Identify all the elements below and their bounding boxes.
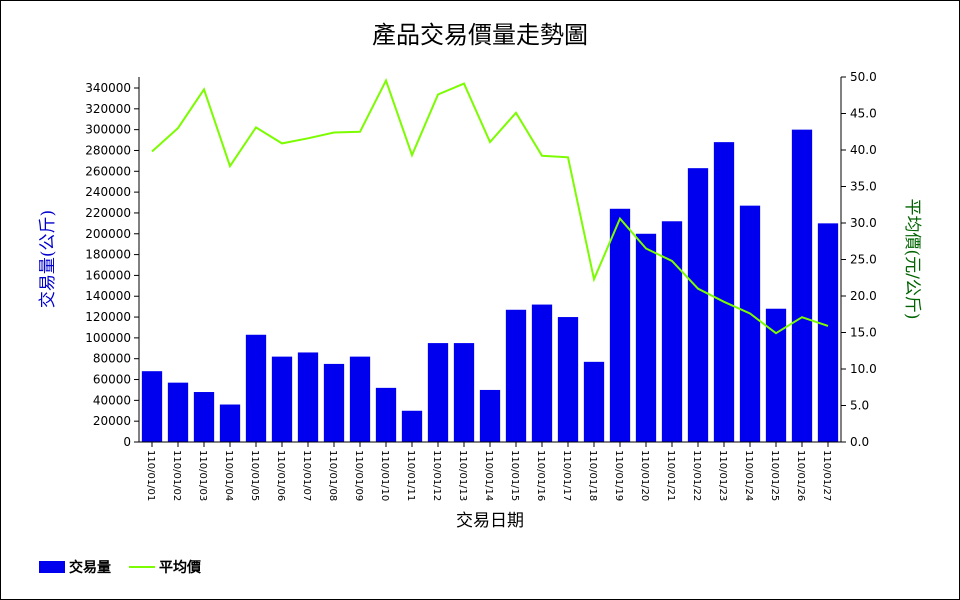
left-axis-tick-label: 200000 xyxy=(85,227,131,241)
right-axis-tick-label: 30.0 xyxy=(850,216,877,230)
bar xyxy=(219,404,241,442)
x-axis-tick-label: 110/01/04 xyxy=(223,450,234,501)
left-axis-tick-label: 0 xyxy=(123,435,131,449)
bar xyxy=(427,343,449,442)
bar xyxy=(401,410,423,442)
left-axis-tick-label: 300000 xyxy=(85,123,131,137)
left-axis-tick-label: 60000 xyxy=(93,373,131,387)
x-axis-tick-label: 110/01/22 xyxy=(691,450,702,501)
bar xyxy=(479,389,501,442)
left-axis-tick-label: 240000 xyxy=(85,185,131,199)
x-axis-tick-label: 110/01/01 xyxy=(145,450,156,501)
left-axis-tick-label: 20000 xyxy=(93,414,131,428)
bar xyxy=(687,168,709,442)
x-axis-tick-label: 110/01/24 xyxy=(743,450,754,501)
bar xyxy=(505,309,527,442)
x-axis-tick-label: 110/01/08 xyxy=(327,450,338,501)
left-axis-tick-label: 160000 xyxy=(85,268,131,282)
legend-label-price: 平均價 xyxy=(159,559,202,576)
x-axis-tick-label: 110/01/20 xyxy=(639,450,650,501)
legend-label-volume: 交易量 xyxy=(69,559,111,576)
x-axis-tick-label: 110/01/14 xyxy=(483,450,494,501)
right-axis-tick-label: 40.0 xyxy=(850,143,877,157)
bar xyxy=(167,382,189,442)
x-axis-tick-label: 110/01/06 xyxy=(275,450,286,501)
x-axis-tick-label: 110/01/21 xyxy=(665,450,676,501)
bar xyxy=(635,233,657,442)
bar xyxy=(141,371,163,442)
left-axis-tick-label: 340000 xyxy=(85,81,131,95)
right-axis-tick-label: 15.0 xyxy=(850,326,877,340)
legend-swatch-volume xyxy=(39,561,65,573)
x-axis-tick-label: 110/01/17 xyxy=(561,450,572,501)
bar xyxy=(557,317,579,442)
chart-title: 產品交易價量走勢圖 xyxy=(372,21,588,49)
right-axis-title: 平均價(元/公斤) xyxy=(902,199,922,320)
x-axis-tick-label: 110/01/10 xyxy=(379,450,390,501)
bar xyxy=(765,308,787,442)
bar xyxy=(349,356,371,442)
left-axis-tick-label: 220000 xyxy=(85,206,131,220)
bar xyxy=(739,205,761,442)
x-axis-tick-label: 110/01/12 xyxy=(431,450,442,501)
x-axis-tick-label: 110/01/27 xyxy=(821,450,832,501)
bar xyxy=(375,387,397,442)
right-axis-tick-label: 20.0 xyxy=(850,289,877,303)
legend: 交易量 平均價 xyxy=(39,559,202,576)
left-axis-tick-label: 100000 xyxy=(85,331,131,345)
left-axis-tick-label: 180000 xyxy=(85,248,131,262)
x-axis-tick-label: 110/01/26 xyxy=(795,450,806,501)
right-axis-tick-label: 35.0 xyxy=(850,180,877,194)
x-axis-tick-label: 110/01/11 xyxy=(405,450,416,501)
left-axis-tick-label: 320000 xyxy=(85,102,131,116)
right-axis-tick-label: 45.0 xyxy=(850,107,877,121)
bar xyxy=(453,343,475,442)
left-axis: 0 20000 40000 60000 80000 100000 120000 140000 1… xyxy=(85,77,140,449)
left-axis-tick-label: 280000 xyxy=(85,143,131,157)
x-axis-tick-label: 110/01/02 xyxy=(171,450,182,501)
bar xyxy=(531,304,553,442)
x-axis-tick-label: 110/01/18 xyxy=(587,450,598,501)
x-axis-tick-label: 110/01/25 xyxy=(769,450,780,501)
x-axis-tick-label: 110/01/19 xyxy=(613,450,624,501)
price-line xyxy=(151,78,829,335)
bar xyxy=(323,363,345,442)
right-axis-tick-label: 50.0 xyxy=(850,70,877,84)
x-axis: 110/01/01 110/01/02 110/01/03 110/01/04 110/… xyxy=(139,441,841,501)
bar xyxy=(713,142,735,442)
line-series xyxy=(151,78,829,335)
left-axis-tick-label: 80000 xyxy=(93,352,131,366)
right-axis-tick-label: 25.0 xyxy=(850,253,877,267)
left-axis-title: 交易量(公斤) xyxy=(38,210,58,308)
bar-series xyxy=(141,129,839,442)
x-axis-tick-label: 110/01/16 xyxy=(535,450,546,501)
bar xyxy=(271,356,293,442)
x-axis-tick-label: 110/01/05 xyxy=(249,450,260,501)
left-axis-tick-label: 140000 xyxy=(85,289,131,303)
x-axis-tick-label: 110/01/15 xyxy=(509,450,520,501)
bar xyxy=(817,223,839,442)
bar xyxy=(791,129,813,442)
right-axis-tick-label: 0.0 xyxy=(850,435,869,449)
x-axis-title: 交易日期 xyxy=(456,511,524,531)
right-axis-tick-label: 5.0 xyxy=(850,399,869,413)
bar xyxy=(297,352,319,442)
x-axis-tick-label: 110/01/07 xyxy=(301,450,312,501)
bar xyxy=(609,208,631,442)
left-axis-tick-label: 120000 xyxy=(85,310,131,324)
bar xyxy=(583,361,605,442)
x-axis-tick-label: 110/01/03 xyxy=(197,450,208,501)
bar xyxy=(661,221,683,442)
x-axis-tick-label: 110/01/09 xyxy=(353,450,364,501)
bar xyxy=(245,334,267,442)
left-axis-tick-label: 260000 xyxy=(85,164,131,178)
right-axis-tick-label: 10.0 xyxy=(850,362,877,376)
x-axis-tick-label: 110/01/23 xyxy=(717,450,728,501)
right-axis: 0.0 5.0 10.0 15.0 20.0 25.0 30.0 35.0 40.0 45.0 50… xyxy=(840,70,877,449)
left-axis-tick-label: 40000 xyxy=(93,393,131,407)
x-axis-tick-label: 110/01/13 xyxy=(457,450,468,501)
bar xyxy=(193,392,215,442)
